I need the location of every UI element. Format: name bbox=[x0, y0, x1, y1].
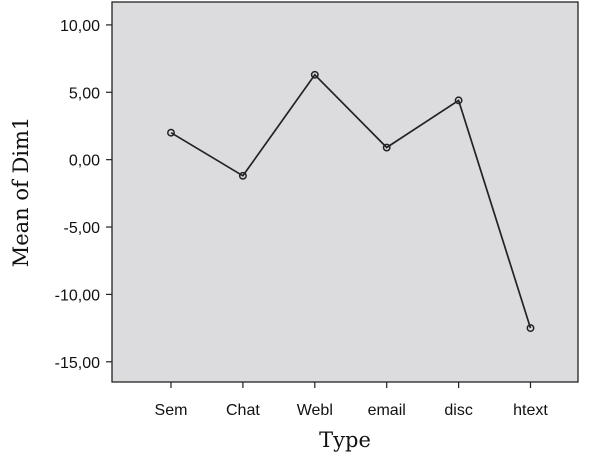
y-axis-title: Mean of Dim1 bbox=[9, 117, 33, 268]
y-tick-label: -5,00 bbox=[64, 220, 101, 237]
x-tick-label: htext bbox=[513, 402, 548, 419]
data-point bbox=[167, 128, 175, 137]
y-axis: 10,00 5,00 0,00 -5,00 -10,00 -15,00 bbox=[55, 18, 112, 372]
data-point bbox=[382, 143, 391, 152]
x-tick-label: disc bbox=[444, 402, 472, 419]
plot-area bbox=[111, 1, 579, 383]
y-tick-label: 10,00 bbox=[60, 18, 100, 35]
data-point bbox=[238, 171, 247, 180]
y-tick-label: 0,00 bbox=[69, 153, 100, 170]
x-axis-title: Type bbox=[319, 428, 371, 452]
x-tick-label: Chat bbox=[226, 402, 260, 419]
data-point bbox=[310, 70, 319, 79]
data-point bbox=[454, 96, 463, 105]
x-tick-label: email bbox=[368, 402, 406, 419]
series-group bbox=[167, 70, 535, 333]
y-tick-label: -15,00 bbox=[55, 355, 100, 372]
data-point bbox=[526, 324, 535, 333]
x-axis: Sem Chat Webl email disc htext bbox=[155, 382, 548, 419]
x-tick-label: Webl bbox=[297, 402, 333, 419]
y-tick-label: -10,00 bbox=[55, 287, 100, 304]
y-tick-label: 5,00 bbox=[69, 85, 100, 102]
series-line bbox=[170, 73, 532, 329]
x-tick-label: Sem bbox=[155, 402, 188, 419]
